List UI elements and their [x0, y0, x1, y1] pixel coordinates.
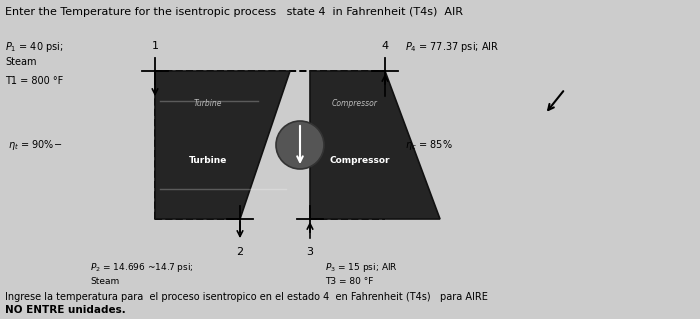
- Text: Turbine: Turbine: [194, 100, 223, 108]
- Text: Ingrese la temperatura para  el proceso isentropico en el estado 4  en Fahrenhei: Ingrese la temperatura para el proceso i…: [5, 292, 488, 302]
- Text: T3 = 80 °F: T3 = 80 °F: [325, 277, 373, 286]
- Text: 2: 2: [237, 247, 244, 257]
- Polygon shape: [310, 71, 440, 219]
- Text: 4: 4: [382, 41, 388, 51]
- Text: $P_2$ = 14.696 ~14.7 psi;: $P_2$ = 14.696 ~14.7 psi;: [90, 261, 194, 273]
- Text: 1: 1: [151, 41, 158, 51]
- Text: $P_4$ = 77.37 psi; AIR: $P_4$ = 77.37 psi; AIR: [405, 40, 499, 54]
- Text: Steam: Steam: [90, 277, 119, 286]
- Text: Compressor: Compressor: [332, 100, 378, 108]
- Text: $\eta_c$ = 85%: $\eta_c$ = 85%: [405, 138, 453, 152]
- Text: Turbine: Turbine: [189, 157, 228, 166]
- Text: $\eta_t$ = 90%$-$: $\eta_t$ = 90%$-$: [8, 138, 62, 152]
- Circle shape: [276, 121, 324, 169]
- Text: Enter the Temperature for the isentropic process   state 4  in Fahrenheit (T4s) : Enter the Temperature for the isentropic…: [5, 7, 463, 17]
- Text: T1 = 800 °F: T1 = 800 °F: [5, 76, 63, 86]
- Polygon shape: [155, 71, 290, 219]
- Text: $P_3$ = 15 psi; AIR: $P_3$ = 15 psi; AIR: [325, 261, 398, 273]
- Text: Compressor: Compressor: [330, 157, 391, 166]
- Text: 3: 3: [307, 247, 314, 257]
- Text: NO ENTRE unidades.: NO ENTRE unidades.: [5, 305, 126, 315]
- Text: $P_1$ = 40 psi;: $P_1$ = 40 psi;: [5, 40, 64, 54]
- Text: Steam: Steam: [5, 57, 36, 67]
